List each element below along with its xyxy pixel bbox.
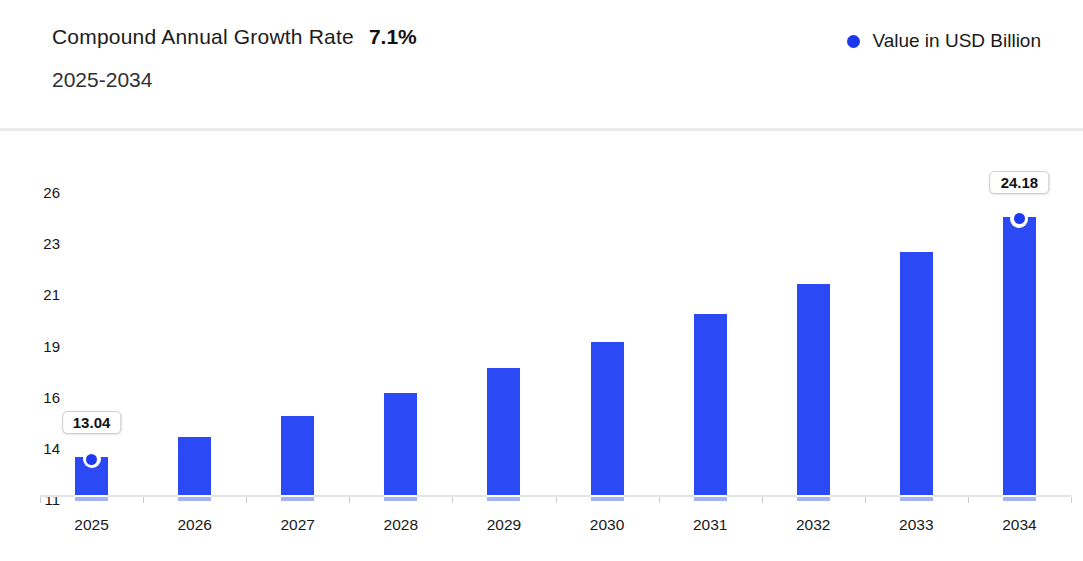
y-axis-label-21: 21 xyxy=(0,286,60,304)
chart-page: Compound Annual Growth Rate 7.1% 2025-20… xyxy=(0,0,1083,561)
x-axis-tick xyxy=(968,497,969,503)
x-axis-label-2034: 2034 xyxy=(979,516,1059,534)
x-axis-tick xyxy=(143,497,144,503)
x-axis-tick xyxy=(40,497,41,503)
bar-chart: 26 23 21 19 16 14 11 2025 2026 2027 2028 2029 2030 20… xyxy=(0,0,1083,561)
y-axis-label-23: 23 xyxy=(0,235,60,253)
x-axis-label-2029: 2029 xyxy=(464,516,544,534)
bar-2028[interactable] xyxy=(384,393,417,501)
bar-2032[interactable] xyxy=(797,284,830,501)
value-callout-2034: 24.18 xyxy=(990,171,1050,194)
y-axis-label-19: 19 xyxy=(0,338,60,356)
y-axis-label-16: 16 xyxy=(0,389,60,407)
x-axis-label-2031: 2031 xyxy=(670,516,750,534)
x-axis-tick xyxy=(762,497,763,503)
bar-2026[interactable] xyxy=(178,437,211,501)
bar-2034[interactable] xyxy=(1003,217,1036,501)
x-axis-tick xyxy=(349,497,350,503)
x-axis-label-2033: 2033 xyxy=(876,516,956,534)
x-axis-tick xyxy=(452,497,453,503)
y-axis-label-26: 26 xyxy=(0,184,60,202)
x-axis-label-2027: 2027 xyxy=(258,516,338,534)
y-axis-label-14: 14 xyxy=(0,440,60,458)
bar-2033[interactable] xyxy=(900,252,933,501)
x-axis-tick xyxy=(865,497,866,503)
bar-2027[interactable] xyxy=(281,416,314,501)
x-axis-tick xyxy=(246,497,247,503)
bar-2029[interactable] xyxy=(487,368,520,501)
x-axis-tick xyxy=(556,497,557,503)
x-axis-label-2025: 2025 xyxy=(52,516,132,534)
x-axis-tick xyxy=(659,497,660,503)
x-axis-label-2030: 2030 xyxy=(567,516,647,534)
data-point-marker-2025[interactable] xyxy=(86,454,97,465)
bar-2031[interactable] xyxy=(694,314,727,501)
y-axis-label-11: 11 xyxy=(0,491,60,509)
value-callout-2025: 13.04 xyxy=(62,411,122,434)
x-axis-label-2032: 2032 xyxy=(773,516,853,534)
x-axis-label-2026: 2026 xyxy=(155,516,235,534)
x-axis-tick xyxy=(1071,497,1072,503)
x-axis-label-2028: 2028 xyxy=(361,516,441,534)
bar-2030[interactable] xyxy=(591,342,624,501)
